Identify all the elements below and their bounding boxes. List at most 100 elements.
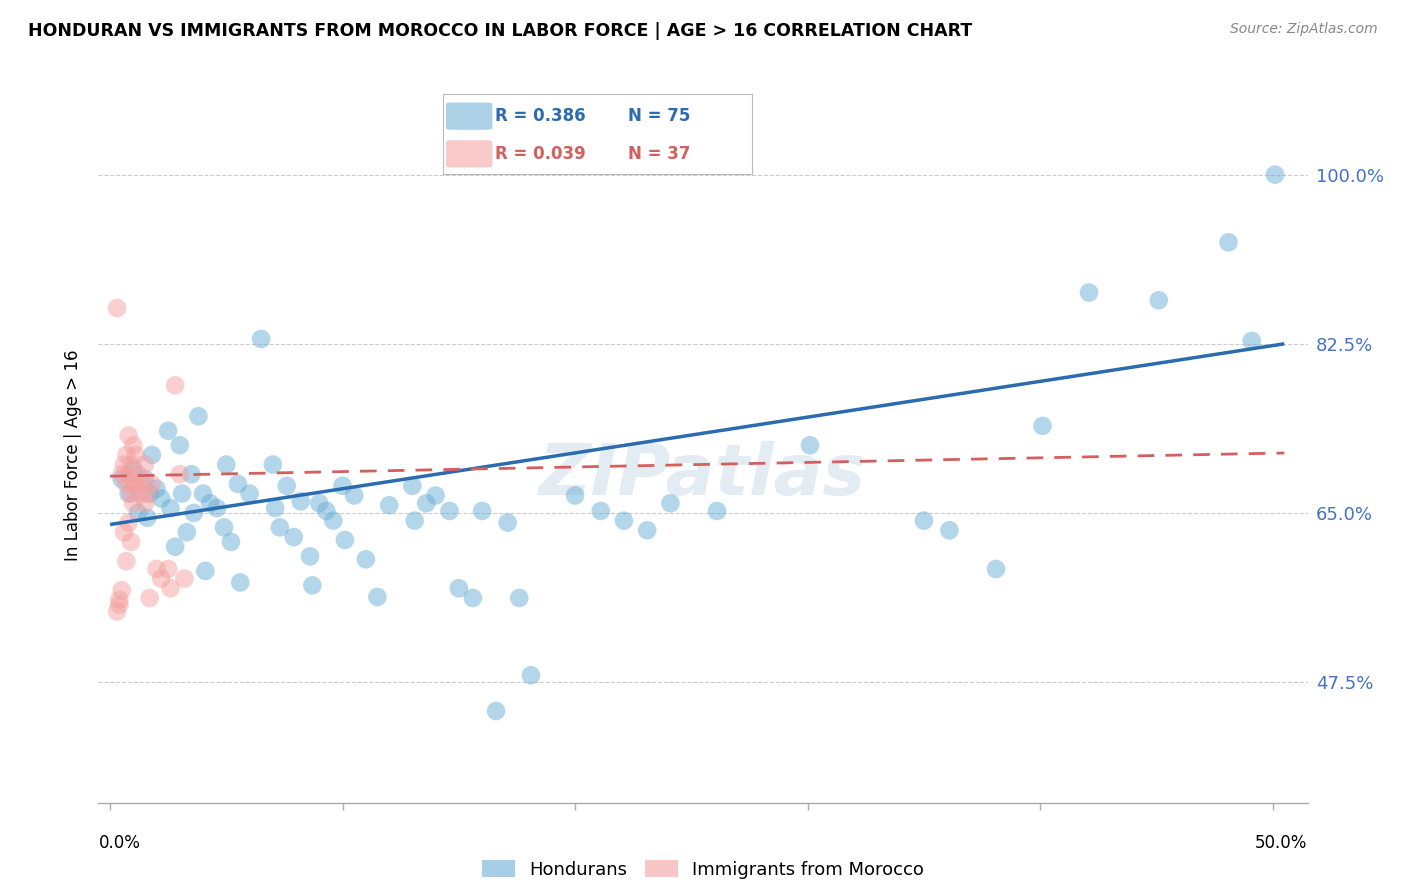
Point — [404, 514, 426, 528]
Point — [165, 540, 187, 554]
Point — [984, 562, 1007, 576]
Point — [112, 458, 135, 472]
Point — [1264, 168, 1286, 182]
Point — [127, 467, 149, 482]
Point — [215, 458, 238, 472]
Point — [447, 582, 470, 596]
Point — [136, 486, 159, 500]
Text: R = 0.386: R = 0.386 — [495, 107, 586, 125]
Point — [134, 472, 156, 486]
Point — [378, 498, 401, 512]
Point — [159, 582, 181, 596]
Point — [138, 486, 160, 500]
Point — [122, 496, 145, 510]
Point — [145, 562, 167, 576]
Point — [276, 479, 298, 493]
Point — [315, 504, 337, 518]
Point — [108, 598, 131, 612]
Point — [1218, 235, 1240, 250]
Legend: Hondurans, Immigrants from Morocco: Hondurans, Immigrants from Morocco — [477, 855, 929, 884]
Text: R = 0.039: R = 0.039 — [495, 145, 586, 163]
Point — [115, 554, 138, 568]
FancyBboxPatch shape — [446, 140, 492, 168]
Point — [333, 533, 356, 547]
Point — [308, 496, 330, 510]
Point — [589, 504, 612, 518]
Point — [322, 514, 344, 528]
Point — [301, 578, 323, 592]
Point — [219, 535, 242, 549]
Point — [165, 378, 187, 392]
Point — [111, 583, 134, 598]
Point — [290, 494, 312, 508]
Point — [105, 605, 128, 619]
Point — [122, 438, 145, 452]
Point — [226, 476, 249, 491]
Point — [118, 428, 141, 442]
Text: N = 37: N = 37 — [628, 145, 690, 163]
Point — [115, 448, 138, 462]
Point — [157, 424, 180, 438]
Point — [659, 496, 682, 510]
Point — [115, 476, 138, 491]
Point — [187, 409, 209, 424]
Point — [191, 486, 214, 500]
Point — [176, 525, 198, 540]
Point — [150, 572, 173, 586]
Point — [120, 458, 142, 472]
Point — [366, 590, 388, 604]
Point — [150, 491, 173, 506]
Point — [122, 462, 145, 476]
Point — [118, 486, 141, 500]
Point — [118, 467, 141, 482]
Point — [1078, 285, 1101, 300]
Point — [264, 501, 287, 516]
Point — [799, 438, 821, 452]
Point — [111, 467, 134, 482]
Point — [706, 504, 728, 518]
Point — [485, 704, 508, 718]
Point — [283, 530, 305, 544]
Point — [141, 476, 163, 491]
Point — [239, 486, 262, 500]
Point — [1031, 419, 1053, 434]
Point — [108, 592, 131, 607]
Point — [613, 514, 636, 528]
Point — [332, 479, 354, 493]
Point — [343, 489, 366, 503]
Point — [564, 489, 586, 503]
Point — [138, 591, 160, 605]
Point — [124, 476, 146, 491]
Point — [131, 476, 153, 491]
Point — [508, 591, 530, 605]
Point — [134, 496, 156, 510]
Point — [1147, 293, 1170, 308]
Point — [912, 514, 935, 528]
Point — [471, 504, 494, 518]
Point — [157, 562, 180, 576]
Point — [169, 438, 191, 452]
Y-axis label: In Labor Force | Age > 16: In Labor Force | Age > 16 — [65, 349, 83, 561]
Point — [159, 501, 181, 516]
Point — [120, 486, 142, 500]
Point — [198, 496, 221, 510]
Point — [194, 564, 217, 578]
Point — [136, 510, 159, 524]
Point — [262, 458, 284, 472]
Point — [172, 486, 194, 500]
Point — [145, 482, 167, 496]
FancyBboxPatch shape — [446, 103, 492, 129]
Text: HONDURAN VS IMMIGRANTS FROM MOROCCO IN LABOR FORCE | AGE > 16 CORRELATION CHART: HONDURAN VS IMMIGRANTS FROM MOROCCO IN L… — [28, 22, 973, 40]
Point — [354, 552, 377, 566]
Point — [127, 506, 149, 520]
Point — [122, 476, 145, 491]
Point — [111, 472, 134, 486]
Point — [129, 486, 152, 500]
Text: ZIPatlas: ZIPatlas — [540, 442, 866, 510]
Point — [269, 520, 291, 534]
Point — [169, 467, 191, 482]
Point — [229, 575, 252, 590]
Point — [461, 591, 484, 605]
Point — [112, 525, 135, 540]
Point — [401, 479, 423, 493]
